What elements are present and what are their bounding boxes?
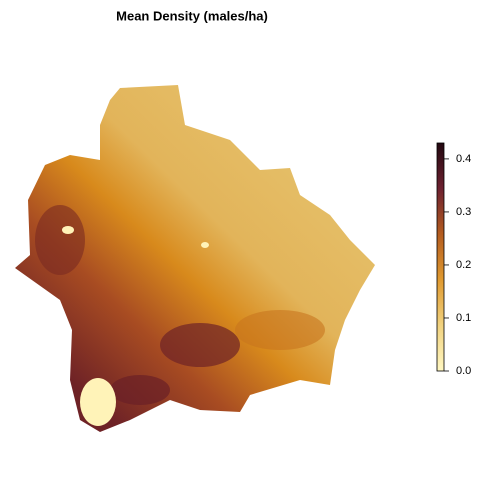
colorbar-ramp [436,142,445,372]
colorbar-tick-label: 0.0 [456,365,471,377]
dark-patch [160,323,240,367]
light-patch [80,378,116,426]
colorbar-tick-label: 0.1 [456,312,471,324]
colorbar: 0.0 0.1 0.2 0.3 0.4 [436,142,471,377]
dark-patch [110,375,170,405]
light-patch [62,226,74,234]
colorbar-tick-label: 0.2 [456,259,471,271]
map-title: Mean Density (males/ha) [116,8,268,23]
light-patch [201,242,209,248]
mid-patch [235,310,325,350]
country-raster [15,85,375,432]
colorbar-tick-label: 0.3 [456,206,471,218]
colorbar-tick-label: 0.4 [456,153,471,165]
dark-patch [35,205,85,275]
